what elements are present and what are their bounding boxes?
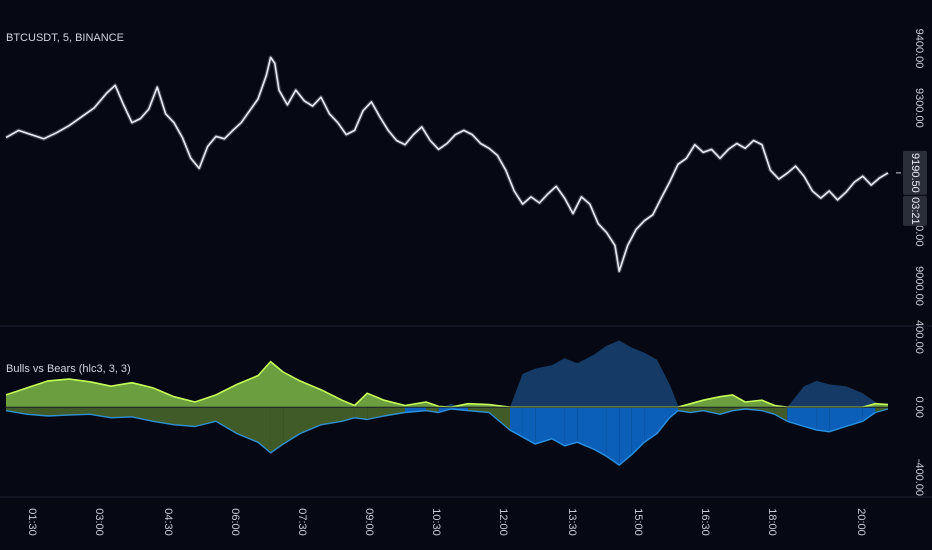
- bears-area-segment: [237, 407, 258, 443]
- price-line-glow: [5, 55, 890, 274]
- indicator-axis-tick-label: 400.00: [913, 320, 925, 354]
- bears-area-segment: [657, 407, 670, 434]
- indicator-title: Bulls vs Bears (hlc3, 3, 3): [6, 363, 131, 375]
- bears-area-segment: [321, 407, 342, 425]
- bears-area-segment: [195, 407, 216, 427]
- time-axis-tick-label: 09:00: [363, 508, 375, 536]
- bears-area-segment: [216, 407, 237, 434]
- bears-area-segment: [48, 407, 69, 416]
- time-axis-tick-label: 16:30: [699, 508, 711, 536]
- countdown-label: 03:21: [909, 197, 921, 225]
- time-axis-tick-label: 15:00: [632, 508, 644, 536]
- bears-area-segment: [703, 407, 720, 415]
- bears-area-segment: [816, 407, 830, 432]
- time-axis-tick-label: 07:30: [296, 508, 308, 536]
- bears-area-segment: [258, 407, 271, 453]
- time-axis-tick-label: 18:00: [766, 508, 778, 536]
- bears-area-segment: [762, 407, 775, 415]
- indicator-axis-tick-label: -400.00: [913, 459, 925, 496]
- bears-area-segment: [619, 407, 632, 466]
- bears-area-segment: [283, 407, 300, 445]
- bears-area-segment: [27, 407, 48, 416]
- time-axis-tick-label: 04:30: [162, 508, 174, 536]
- bears-area-segment: [678, 407, 691, 413]
- bears-area-segment: [690, 407, 704, 413]
- bears-area-segment: [577, 407, 594, 450]
- bears-area-segment: [468, 407, 489, 413]
- time-axis-tick-label: 06:00: [229, 508, 241, 536]
- bears-area-segment: [69, 407, 90, 416]
- bears-area-segment: [522, 407, 536, 445]
- time-axis-tick-label: 10:30: [430, 508, 442, 536]
- bears-area-segment: [564, 407, 578, 446]
- bears-area-segment: [426, 407, 439, 413]
- time-axis-tick-label: 13:30: [566, 508, 578, 536]
- last-price-badge[interactable]: [903, 150, 927, 195]
- bear-strength-area: [6, 340, 888, 408]
- bears-area-segment: [270, 407, 284, 453]
- time-axis-tick-label: 12:00: [497, 508, 509, 536]
- bears-area-segment: [631, 407, 645, 455]
- bears-area-segment: [720, 407, 733, 415]
- bears-area-segment: [594, 407, 607, 457]
- bulls-area: [6, 361, 888, 408]
- bears-area-segment: [829, 407, 846, 432]
- bears-area-segment: [111, 407, 132, 418]
- indicator-pane[interactable]: 400.00 0.00 -400.00: [0, 320, 932, 496]
- bears-area-segment: [862, 407, 876, 422]
- bears-area-segment: [153, 407, 174, 425]
- bears-area-segment: [644, 407, 657, 443]
- bears-area-segment: [384, 407, 405, 416]
- price-axis-tick-label: 9400.00: [913, 29, 925, 69]
- bears-area-segment: [804, 407, 817, 431]
- time-axis-tick-label: 20:00: [855, 508, 867, 536]
- bears-area-segment: [535, 407, 552, 445]
- bears-area-segment: [787, 407, 804, 427]
- indicator-axis-tick-label: 0.00: [913, 396, 925, 417]
- price-axis-tick-label: 9000.00: [913, 266, 925, 306]
- bears-area-segment: [342, 407, 355, 422]
- bears-area-segment: [354, 407, 368, 420]
- bears-area-segment: [6, 407, 27, 415]
- bears-area-segment: [489, 407, 510, 431]
- last-price-label: 9190.50: [909, 153, 921, 193]
- bulls-line[interactable]: [5, 360, 889, 408]
- time-axis[interactable]: 01:30 03:00 04:30 06:00 07:30 09:00 10:30 12:00…: [0, 496, 932, 536]
- bears-area-segment: [552, 407, 565, 446]
- time-axis-tick-label: 01:30: [26, 508, 38, 536]
- countdown-badge: [903, 195, 927, 226]
- price-chart-title: BTCUSDT, 5, BINANCE: [6, 32, 124, 44]
- bears-area-segment: [300, 407, 321, 434]
- bears-line[interactable]: [5, 408, 889, 466]
- bears-area-segment: [774, 407, 788, 422]
- price-line[interactable]: [5, 56, 889, 272]
- bears-area-segment: [174, 407, 195, 427]
- time-axis-tick-label: 03:00: [93, 508, 105, 536]
- price-axis-tick-label: 9300.00: [913, 88, 925, 128]
- bears-area-segment: [846, 407, 863, 427]
- bears-area-segment: [405, 407, 426, 413]
- bears-area-segment: [510, 407, 523, 438]
- bears-area-segment: [606, 407, 620, 466]
